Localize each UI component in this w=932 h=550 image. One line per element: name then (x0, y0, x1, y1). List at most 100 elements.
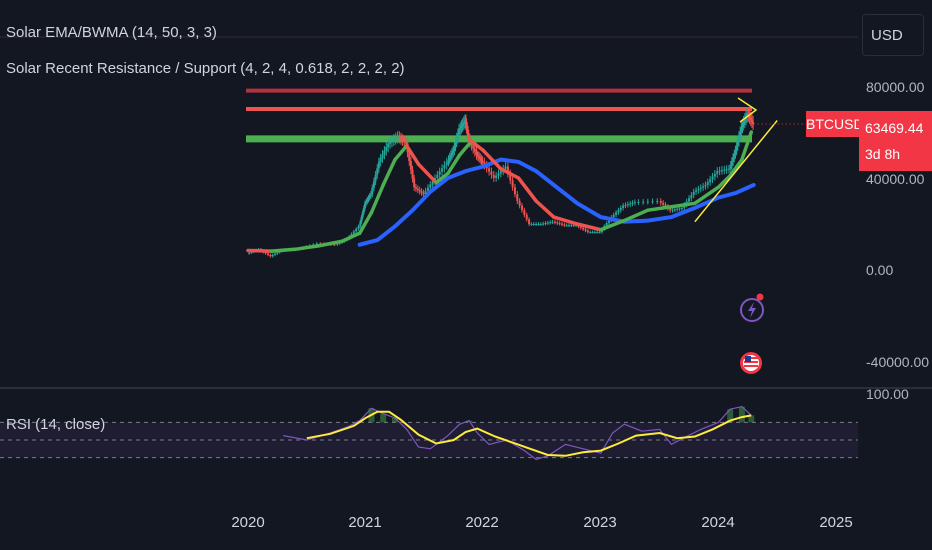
price-candle (476, 155, 479, 157)
price-candle (315, 243, 318, 245)
price-candle (381, 154, 384, 159)
indicator-label-ema[interactable]: Solar EMA/BWMA (14, 50, 3, 3) (6, 24, 217, 41)
price-candle (488, 168, 491, 172)
price-candle (546, 222, 549, 224)
price-candle (368, 195, 371, 198)
price-candle (379, 158, 382, 162)
price-candle (413, 178, 416, 188)
price-candle (374, 174, 377, 182)
price-candle (372, 181, 375, 188)
price-candle (608, 220, 611, 224)
price-candle (404, 142, 407, 144)
price-candle (718, 170, 721, 172)
price-candle (720, 170, 723, 172)
price-candle (472, 145, 475, 149)
price-candle (544, 223, 547, 225)
price-candle (461, 124, 464, 127)
price-candle (443, 165, 446, 169)
indicator-label-support[interactable]: Solar Recent Resistance / Support (4, 2,… (6, 60, 405, 77)
price-candle (575, 225, 578, 227)
price-candle (678, 208, 681, 210)
price-candle (409, 160, 412, 170)
ema-fast-segment (269, 247, 297, 253)
price-candle (467, 135, 470, 139)
price-candle (366, 199, 369, 202)
price-candle (459, 127, 462, 130)
us-flag-icon[interactable] (739, 343, 763, 383)
indicator-label-rsi[interactable]: RSI (14, close) (6, 416, 106, 433)
price-candle (266, 253, 269, 255)
price-candle (676, 208, 679, 210)
price-candle (651, 201, 654, 203)
breakout-arrow (737, 97, 758, 123)
price-candle (741, 124, 744, 128)
price-candle (248, 252, 251, 254)
price-candle (431, 181, 434, 185)
price-candle (438, 171, 441, 175)
resistance-support-levels (246, 88, 752, 143)
price-candle (740, 127, 743, 132)
price-candle (637, 201, 640, 203)
price-candle (622, 205, 625, 208)
price-candle (445, 161, 448, 166)
x-axis-tick: 2025 (819, 514, 853, 531)
price-candle (669, 208, 672, 211)
price-candle (398, 136, 401, 138)
ema-fast-segment (499, 167, 521, 180)
price-candle (360, 217, 363, 222)
price-candle (619, 207, 622, 211)
price-candle (403, 140, 406, 143)
price-candle (656, 201, 659, 202)
price-candle (458, 129, 461, 134)
price-candle (749, 117, 752, 120)
last-price-value: 63469.44 (865, 120, 924, 136)
price-candle (730, 161, 733, 166)
price-candle (747, 113, 750, 116)
price-candle (436, 174, 439, 178)
price-candle (582, 227, 585, 230)
price-candle (558, 223, 561, 225)
flash-icon[interactable] (739, 290, 767, 326)
price-candle (376, 168, 379, 175)
price-candle (453, 146, 456, 151)
price-candle (742, 121, 745, 125)
price-candle (525, 214, 528, 220)
price-candle (357, 226, 360, 229)
price-candle (392, 139, 395, 141)
price-candle (467, 131, 470, 136)
price-candle (269, 254, 272, 257)
price-candle (729, 165, 732, 169)
price-candle (739, 132, 742, 137)
x-axis-tick: 2023 (583, 514, 617, 531)
price-candle (276, 252, 279, 254)
price-candle (390, 140, 393, 143)
price-candle (361, 212, 364, 218)
price-candle (605, 223, 608, 227)
price-candle (396, 136, 399, 138)
price-candle (615, 212, 618, 215)
price-candle (464, 120, 467, 125)
price-candle (274, 253, 277, 255)
price-candle (725, 169, 728, 171)
price-candle (518, 201, 521, 206)
price-candle (626, 204, 629, 206)
price-candle (732, 157, 735, 162)
price-candle (401, 139, 404, 141)
ema-fast-segment (434, 171, 450, 185)
price-candle (383, 150, 386, 155)
price-candle (727, 168, 730, 170)
price-candle (735, 145, 738, 151)
price-candle (673, 209, 676, 211)
ema-fast-segment (716, 173, 732, 189)
price-candle (521, 205, 524, 211)
currency-button[interactable]: USD (862, 14, 924, 56)
price-candle (475, 151, 478, 155)
price-candle (565, 225, 568, 227)
bwma-line (357, 157, 756, 247)
price-candle (429, 184, 432, 188)
rsi-overbought-fill (356, 406, 755, 423)
price-axis-tick: 0.00 (866, 262, 894, 278)
price-candle (385, 147, 388, 151)
price-candle (737, 136, 740, 142)
